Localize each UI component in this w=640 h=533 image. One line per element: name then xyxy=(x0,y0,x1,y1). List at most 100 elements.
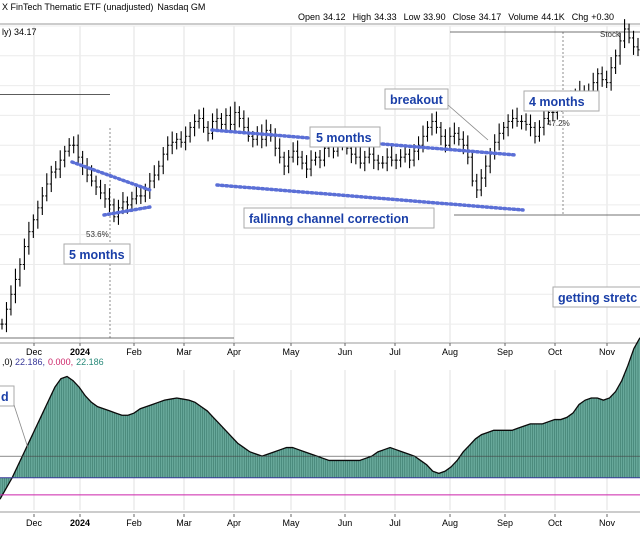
ohlc-bar xyxy=(4,302,9,333)
x-tick-label: Feb xyxy=(126,347,142,357)
ohlc-bar xyxy=(166,136,170,161)
level-lines xyxy=(0,31,640,340)
annotation-four-months: 4 months xyxy=(523,90,600,112)
ohlc-bar xyxy=(282,151,286,176)
ohlc-bar xyxy=(381,155,385,169)
ohlc-bar xyxy=(470,151,474,187)
ohlc-bar xyxy=(430,113,434,136)
x-tick-label: Jun xyxy=(338,518,353,528)
ohlc-bar xyxy=(242,110,246,135)
ohlc-bar xyxy=(358,146,362,169)
ohlc-bar xyxy=(399,149,403,168)
ohlc-bar xyxy=(210,113,215,140)
ohlc-bar xyxy=(528,114,533,137)
ohlc-bar xyxy=(81,150,85,176)
ohlc-bar xyxy=(309,150,313,177)
annotation-falling-channel: fallinng channel correction xyxy=(243,207,435,229)
x-tick-label: Sep xyxy=(497,347,513,357)
annotation-box xyxy=(384,88,449,110)
ohlc-bar xyxy=(206,121,210,142)
ohlc-bar xyxy=(609,57,613,91)
indicator-legend: ,0) 22.186, 0.000, 22.186 xyxy=(2,357,104,367)
ohlc-bar xyxy=(618,32,622,65)
x-tick-label: 2024 xyxy=(70,347,90,357)
x-tick-label: Dec xyxy=(26,518,43,528)
histogram-area xyxy=(0,337,640,500)
ohlc-bar xyxy=(161,147,165,175)
trend-line-flag-lower xyxy=(102,205,152,217)
annotation-five-months-top: 5 months xyxy=(309,126,381,148)
ohlc-bar xyxy=(278,138,282,164)
trend-line-flag-upper xyxy=(70,160,152,192)
ohlc-bar xyxy=(188,121,192,143)
x-tick-label: Sep xyxy=(497,518,513,528)
x-tick-label: Aug xyxy=(442,518,458,528)
ohlc-bar xyxy=(390,146,394,167)
x-tick-label: Aug xyxy=(442,347,458,357)
x-tick-label: May xyxy=(282,347,300,357)
ohlc-bar xyxy=(394,153,398,170)
ohlc-bar xyxy=(497,123,501,151)
svg-text:getting stretc: getting stretc xyxy=(558,291,637,305)
ohlc-bar xyxy=(255,126,259,146)
ohlc-bar xyxy=(425,121,430,142)
ohlc-bar xyxy=(385,148,389,172)
ohlc-bar xyxy=(36,200,40,229)
ohlc-bar xyxy=(542,109,546,136)
x-tick-label: Nov xyxy=(599,347,616,357)
annotation-box xyxy=(523,90,600,112)
x-tick-label: Dec xyxy=(26,347,43,357)
ohlc-bar xyxy=(228,106,233,133)
pct-label-right: 47.2% xyxy=(547,119,570,128)
ohlc-bar xyxy=(63,145,67,168)
ohlc-bar xyxy=(40,186,44,216)
ohlc-bar xyxy=(22,238,26,270)
annotation-box xyxy=(309,126,381,148)
ohlc-bar xyxy=(318,150,322,169)
ohlc-bar xyxy=(85,158,89,183)
ohlc-bar xyxy=(367,146,371,164)
annotation-five-months-left: 5 months xyxy=(63,243,131,265)
ohlc-bar xyxy=(98,179,103,200)
ohlc-bar xyxy=(519,115,524,130)
ohlc-bar xyxy=(627,23,631,44)
price-legend-label: ly) 34.17 xyxy=(2,27,37,37)
annotation-box xyxy=(243,207,435,229)
annotation-box xyxy=(63,243,131,265)
ohlc-bar xyxy=(170,131,174,155)
svg-text:5 months: 5 months xyxy=(316,131,372,145)
ohlc-bar xyxy=(533,121,537,144)
ohlc-bar xyxy=(112,198,116,223)
x-tick-label: Jun xyxy=(338,347,353,357)
ohlc-bar xyxy=(304,155,309,179)
ohlc-bar xyxy=(605,70,609,89)
ohlc-bar xyxy=(179,131,183,148)
ohlc-bar xyxy=(94,175,98,196)
annotation-left-label: d xyxy=(0,385,29,449)
ohlc-bar xyxy=(49,165,53,193)
ohlc-bar xyxy=(493,134,497,160)
ohlc-bar xyxy=(107,188,112,213)
ohlc-bar xyxy=(502,121,506,140)
ohlc-bar xyxy=(13,268,18,304)
x-tick-label: Oct xyxy=(548,518,563,528)
indicator-line xyxy=(0,337,640,500)
ohlc-bar xyxy=(506,114,510,137)
annotation-pointer xyxy=(13,404,29,449)
ohlc-bar xyxy=(273,128,277,157)
ohlc-bars xyxy=(0,19,640,333)
ohlc-bar xyxy=(184,126,188,151)
ohlc-bar xyxy=(300,150,304,170)
ohlc-bar xyxy=(439,121,443,146)
ohlc-bar xyxy=(45,173,49,202)
ohlc-bar xyxy=(600,66,604,87)
ohlc-bar xyxy=(197,109,201,129)
ohlc-bar xyxy=(224,108,228,130)
svg-text:breakout: breakout xyxy=(390,93,444,107)
ohlc-bar xyxy=(614,49,618,74)
ohlc-bar xyxy=(537,120,542,142)
indicator-histogram xyxy=(0,337,640,500)
ohlc-bar xyxy=(27,221,31,255)
ohlc-bar xyxy=(0,318,4,330)
